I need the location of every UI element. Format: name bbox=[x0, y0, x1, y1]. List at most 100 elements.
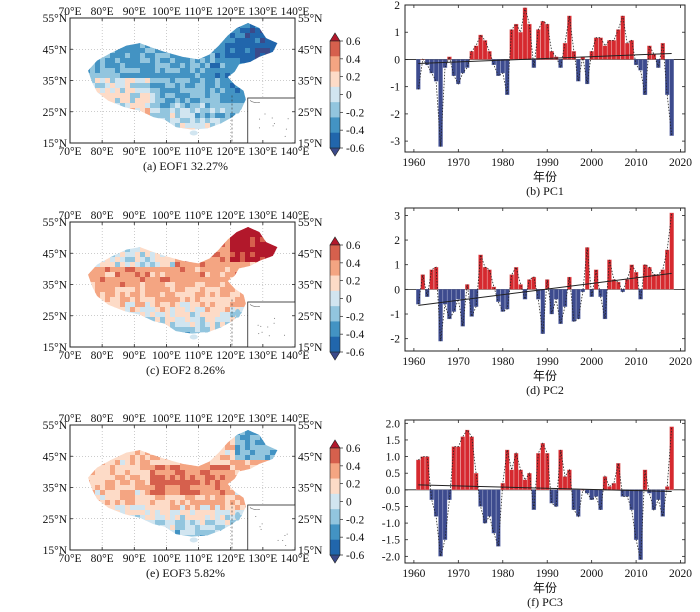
colorbar-bottom-extend bbox=[329, 554, 341, 564]
x-tick-label: 1980 bbox=[491, 356, 514, 368]
y-tick-label: 0.0 bbox=[386, 485, 401, 497]
pc-bar bbox=[593, 269, 599, 290]
lon-tick-label-top: 110°E bbox=[184, 413, 212, 425]
lon-tick-label-top: 110°E bbox=[184, 210, 212, 222]
x-tick-label: 2020 bbox=[669, 568, 692, 580]
colorbar-segment bbox=[330, 336, 340, 353]
y-tick-label: 1.5 bbox=[386, 435, 401, 447]
pc-bar bbox=[567, 276, 572, 290]
y-tick-label: 0 bbox=[394, 54, 400, 66]
pc-bars bbox=[416, 426, 674, 560]
y-tick-label: -2 bbox=[390, 334, 400, 346]
lon-tick-label-bottom: 130°E bbox=[248, 553, 277, 565]
pc-bar bbox=[576, 59, 581, 82]
lat-tick-label-right: 15°N bbox=[298, 138, 323, 150]
pc-bar bbox=[656, 59, 661, 68]
pc-plot-frame bbox=[404, 419, 686, 564]
map-caption: (e) EOF3 5.82% bbox=[146, 566, 225, 580]
colorbar-tick-label: -0.6 bbox=[346, 143, 364, 155]
pc-bar bbox=[456, 446, 461, 490]
pc-bars bbox=[416, 212, 674, 342]
y-tick-label: 2 bbox=[394, 235, 400, 247]
pc-bar bbox=[473, 473, 479, 490]
pc-bar-chart: -2.0 -1.5 -1.0 -0.5 0.0 0.5 1.0 1.5 2.0 1960 1970 1… bbox=[382, 418, 693, 609]
pc-bar bbox=[642, 469, 648, 490]
lat-tick-label-right: 35°N bbox=[298, 483, 323, 495]
south-china-sea-inset bbox=[247, 301, 296, 348]
lat-tick-label-left: 55°N bbox=[43, 420, 68, 432]
pc-bar bbox=[567, 15, 572, 60]
pc-bar bbox=[651, 274, 657, 290]
pc-bar bbox=[465, 59, 470, 68]
pc-bar bbox=[433, 489, 439, 517]
y-tick-label: 2 bbox=[394, 0, 400, 12]
lon-tick-label-bottom: 120°E bbox=[216, 146, 245, 158]
trend-line bbox=[418, 52, 672, 65]
pc-bar bbox=[433, 59, 439, 82]
pc-bar bbox=[629, 264, 634, 290]
pc-bar bbox=[513, 267, 519, 290]
pc-bar bbox=[473, 45, 479, 60]
x-tick-label: 1990 bbox=[536, 356, 559, 368]
pc-bar bbox=[482, 489, 488, 524]
lon-tick-label-top: 130°E bbox=[248, 413, 277, 425]
y-tick-label: -0.5 bbox=[382, 501, 400, 513]
pc-bar bbox=[509, 469, 514, 490]
lon-tick-label-top: 140°E bbox=[281, 413, 310, 425]
lat-tick-label-right: 25°N bbox=[298, 514, 323, 526]
lon-tick-label-bottom: 90°E bbox=[123, 350, 146, 362]
lon-tick-label-bottom: 100°E bbox=[152, 553, 181, 565]
colorbar-top-extend bbox=[329, 439, 341, 449]
lon-tick-label-bottom: 90°E bbox=[123, 553, 146, 565]
lat-tick-label-right: 55°N bbox=[298, 13, 323, 25]
x-tick-label: 2000 bbox=[580, 356, 603, 368]
y-tick-label: 0.5 bbox=[386, 468, 401, 480]
x-tick-label: 1980 bbox=[491, 157, 514, 169]
colorbar-segment bbox=[330, 260, 340, 276]
lat-tick-label-right: 45°N bbox=[298, 451, 323, 463]
pc-bar bbox=[451, 446, 457, 490]
colorbar-segment bbox=[330, 539, 340, 556]
pc-bar bbox=[585, 489, 590, 494]
pc-bar bbox=[425, 59, 430, 66]
country-outline bbox=[88, 23, 277, 136]
y-tick-label: -2.0 bbox=[382, 551, 400, 563]
lon-tick-label-bottom: 70°E bbox=[58, 146, 81, 158]
lon-tick-label-top: 120°E bbox=[216, 6, 245, 18]
colorbar-tick-label: 0.6 bbox=[346, 36, 361, 48]
pc-caption: (b) PC1 bbox=[526, 184, 564, 198]
lat-tick-label-left: 15°N bbox=[43, 342, 68, 354]
y-tick-label: -1 bbox=[390, 309, 400, 321]
colorbar-segment bbox=[330, 478, 340, 495]
pc-bar bbox=[456, 289, 461, 300]
pc-bar bbox=[442, 489, 448, 540]
lon-tick-label-top: 130°E bbox=[248, 6, 277, 18]
x-tick-label: 1960 bbox=[402, 356, 425, 368]
pc-bar bbox=[487, 269, 492, 290]
x-tick-label: 2020 bbox=[669, 356, 692, 368]
lat-tick-label-right: 55°N bbox=[298, 420, 323, 432]
colorbar-tick-label: 0.2 bbox=[346, 72, 361, 84]
pc-bar bbox=[509, 274, 514, 290]
lon-tick-label-top: 140°E bbox=[281, 6, 310, 18]
pc-bar bbox=[505, 449, 510, 490]
pc-bar bbox=[469, 436, 474, 490]
pc-bar bbox=[522, 7, 528, 60]
lat-tick-label-right: 35°N bbox=[298, 280, 323, 292]
pc-bar bbox=[536, 453, 541, 490]
colorbar: 0.6 0.4 0.2 0 -0.2 -0.4 -0.6 bbox=[329, 236, 364, 361]
pc-series-line bbox=[417, 212, 673, 342]
colorbar-tick-label: 0.4 bbox=[346, 258, 361, 270]
x-tick-label: 1980 bbox=[491, 568, 514, 580]
colorbar: 0.6 0.4 0.2 0 -0.2 -0.4 -0.6 bbox=[329, 32, 364, 157]
colorbar-segment bbox=[330, 524, 340, 541]
country-outline bbox=[88, 430, 277, 543]
pc-bar bbox=[660, 42, 665, 60]
lon-tick-label-bottom: 120°E bbox=[216, 553, 245, 565]
lat-tick-label-right: 25°N bbox=[298, 311, 323, 323]
lon-tick-label-top: 100°E bbox=[152, 413, 181, 425]
lat-tick-label-left: 55°N bbox=[43, 13, 68, 25]
lon-tick-label-top: 100°E bbox=[152, 210, 181, 222]
x-tick-label: 1970 bbox=[447, 157, 470, 169]
lat-tick-label-left: 25°N bbox=[43, 514, 68, 526]
